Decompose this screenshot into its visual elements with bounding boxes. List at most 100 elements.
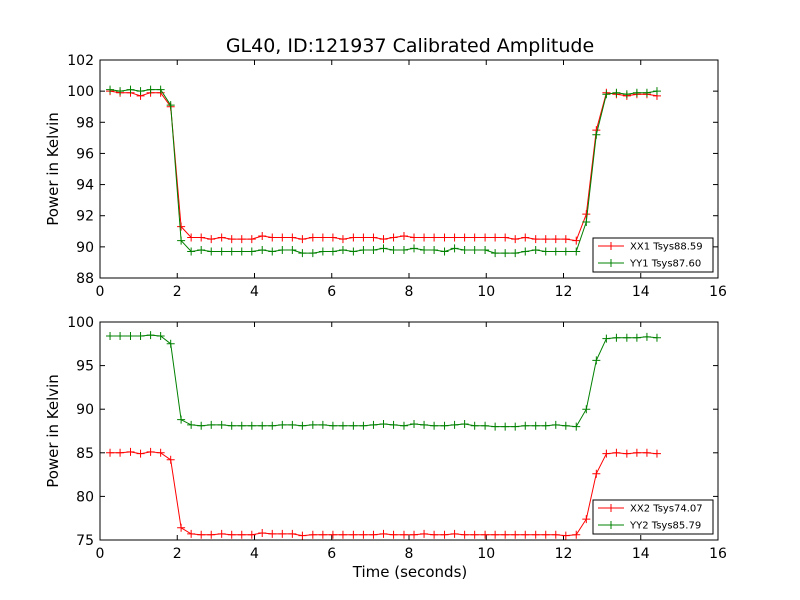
top-xtick-label: 8 bbox=[405, 284, 414, 300]
bottom-series-0-point bbox=[237, 530, 246, 539]
bottom-series-0-point bbox=[177, 523, 186, 532]
top-series-0-point bbox=[561, 235, 570, 244]
bottom-series-1-point bbox=[652, 333, 661, 342]
top-legend: XX1 Tsys88.59 YY1 Tsys87.60 bbox=[592, 237, 714, 273]
top-xtick-label: 2 bbox=[173, 284, 182, 300]
bottom-legend-label-yy2: YY2 Tsys85.79 bbox=[629, 521, 701, 532]
bottom-series-0-point bbox=[328, 530, 337, 539]
bottom-series-1-point bbox=[369, 420, 378, 429]
top-series-1-point bbox=[511, 249, 520, 258]
top-series-0-point bbox=[227, 235, 236, 244]
bottom-ytick-label: 80 bbox=[76, 489, 94, 505]
top-series-1-point bbox=[572, 247, 581, 256]
bottom-series-1-point bbox=[551, 420, 560, 429]
top-ylabel: Power in Kelvin bbox=[44, 112, 62, 226]
bottom-series-0-point bbox=[582, 515, 591, 524]
bottom-ytick-label: 95 bbox=[76, 359, 94, 375]
top-series-1-point bbox=[166, 101, 175, 110]
bottom-legend: XX2 Tsys74.07 YY2 Tsys85.79 bbox=[592, 499, 714, 535]
top-series-0-point bbox=[318, 233, 327, 242]
top-series-1-point bbox=[592, 130, 601, 139]
top-series-1-point bbox=[187, 247, 196, 256]
top-series-1-point bbox=[278, 245, 287, 254]
bottom-series-1-point bbox=[531, 421, 540, 430]
bottom-series-1-point bbox=[126, 331, 135, 340]
bottom-series-1-point bbox=[511, 422, 520, 431]
top-series-1-point bbox=[491, 249, 500, 258]
bottom-xtick-label: 8 bbox=[405, 546, 414, 562]
bottom-series-0-point bbox=[531, 530, 540, 539]
top-series-1-point bbox=[481, 245, 490, 254]
bottom-series-1-point bbox=[460, 420, 469, 429]
top-xtick-label: 12 bbox=[555, 284, 573, 300]
bottom-series-0-point bbox=[369, 530, 378, 539]
bottom-series-0-point bbox=[460, 530, 469, 539]
top-series-1-point bbox=[582, 217, 591, 226]
top-series-0-point bbox=[440, 233, 449, 242]
top-series-1-point bbox=[359, 245, 368, 254]
bottom-series-1-point bbox=[379, 420, 388, 429]
bottom-xtick-label: 16 bbox=[709, 546, 727, 562]
bottom-series-1-point bbox=[440, 421, 449, 430]
bottom-xlabel: Time (seconds) bbox=[352, 563, 468, 581]
top-series-1-point bbox=[379, 244, 388, 253]
bottom-series-0-point bbox=[389, 530, 398, 539]
bottom-series-1-point bbox=[116, 331, 125, 340]
bottom-series-0-point bbox=[561, 531, 570, 540]
top-series-0-point bbox=[187, 233, 196, 242]
bottom-series-0-point bbox=[258, 529, 267, 538]
bottom-series-1-point bbox=[288, 420, 297, 429]
top-series-0-point bbox=[460, 233, 469, 242]
top-series-1-point bbox=[389, 245, 398, 254]
bottom-series-1-point bbox=[217, 420, 226, 429]
bottom-series-0-point bbox=[166, 455, 175, 464]
bottom-series-1-point bbox=[146, 331, 155, 340]
top-series-0-point bbox=[258, 231, 267, 240]
top-series-1-point bbox=[541, 247, 550, 256]
chart-title: GL40, ID:121937 Calibrated Amplitude bbox=[226, 35, 594, 57]
top-series-0-point bbox=[207, 235, 216, 244]
top-series-0-point bbox=[217, 233, 226, 242]
top-xtick-label: 16 bbox=[709, 284, 727, 300]
bottom-ylabel: Power in Kelvin bbox=[44, 374, 62, 488]
bottom-series-0-point bbox=[440, 530, 449, 539]
top-series-0-point bbox=[237, 235, 246, 244]
bottom-series-1-point bbox=[278, 420, 287, 429]
bottom-series-0-point bbox=[652, 449, 661, 458]
bottom-series-0-point bbox=[288, 529, 297, 538]
bottom-series-1-point bbox=[308, 420, 317, 429]
top-xtick-label: 14 bbox=[632, 284, 650, 300]
top-xtick-label: 6 bbox=[327, 284, 336, 300]
bottom-series-1-point bbox=[602, 334, 611, 343]
bottom-series-1-point bbox=[349, 421, 358, 430]
bottom-series-1-point bbox=[592, 356, 601, 365]
bottom-series-0-point bbox=[308, 530, 317, 539]
top-series-1-point bbox=[369, 245, 378, 254]
top-series-1-point bbox=[450, 244, 459, 253]
top-series-1-point bbox=[551, 247, 560, 256]
top-series-0-point bbox=[481, 233, 490, 242]
bottom-series-1-point bbox=[491, 422, 500, 431]
bottom-series-1-point bbox=[227, 421, 236, 430]
top-series-0-point bbox=[430, 233, 439, 242]
bottom-series-0-point bbox=[156, 448, 165, 457]
bottom-series-1-point bbox=[177, 415, 186, 424]
top-series-1-point bbox=[258, 245, 267, 254]
top-series-1-point bbox=[410, 244, 419, 253]
top-series-1-point bbox=[237, 247, 246, 256]
bottom-series-1-point bbox=[136, 331, 145, 340]
bottom-series-0-point bbox=[268, 529, 277, 538]
bottom-series-0-point bbox=[207, 530, 216, 539]
top-series-1-point bbox=[247, 247, 256, 256]
top-ytick-label: 96 bbox=[76, 146, 94, 162]
bottom-series-1-point bbox=[156, 331, 165, 340]
bottom-series-0-point bbox=[116, 448, 125, 457]
top-ytick-label: 88 bbox=[76, 271, 94, 287]
top-ytick-label: 92 bbox=[76, 209, 94, 225]
bottom-series-1-point bbox=[450, 420, 459, 429]
bottom-series-1-point bbox=[561, 421, 570, 430]
bottom-series-0-point bbox=[481, 530, 490, 539]
top-series-0-point bbox=[582, 210, 591, 219]
bottom-series-1-point bbox=[106, 331, 115, 340]
top-series-1-point bbox=[561, 247, 570, 256]
